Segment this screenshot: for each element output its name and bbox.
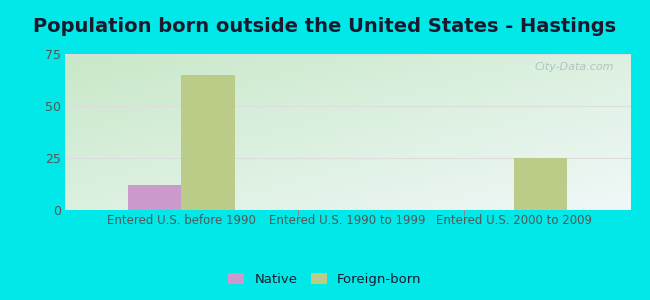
Bar — [514, 158, 567, 210]
Text: Population born outside the United States - Hastings: Population born outside the United State… — [33, 17, 617, 37]
Text: City-Data.com: City-Data.com — [534, 62, 614, 72]
Legend: Native, Foreign-born: Native, Foreign-born — [224, 269, 426, 290]
Bar — [128, 185, 181, 210]
Bar — [181, 75, 235, 210]
